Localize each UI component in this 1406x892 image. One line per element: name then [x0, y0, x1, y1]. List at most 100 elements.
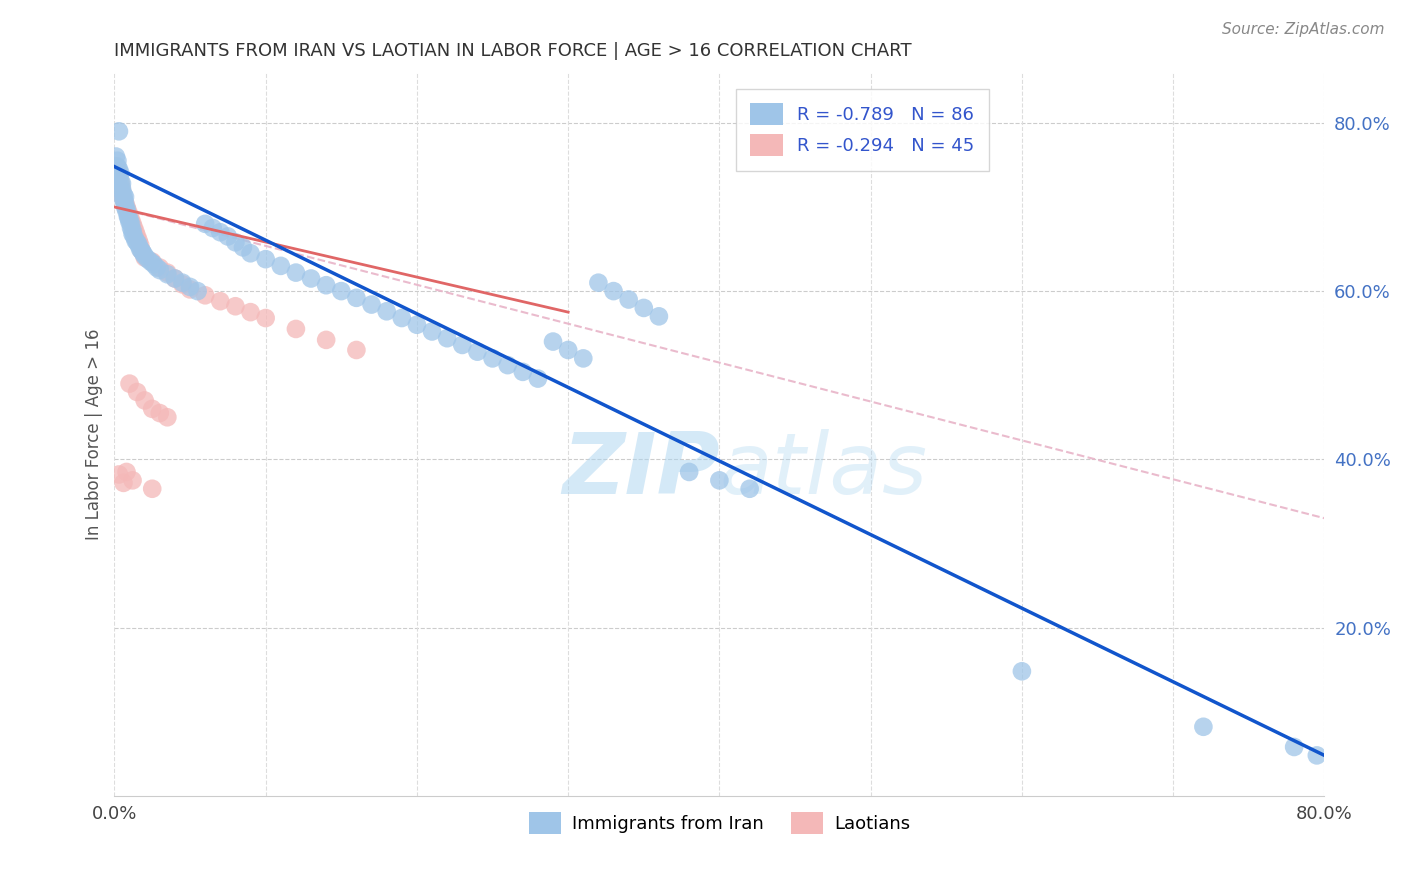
Point	[110, 177, 132, 191]
Point	[179, 282, 201, 296]
Point	[254, 311, 277, 326]
Point	[124, 234, 146, 248]
Point	[129, 242, 152, 256]
Point	[111, 181, 134, 195]
Point	[108, 169, 131, 184]
Point	[145, 260, 167, 275]
Point	[129, 237, 152, 252]
Point	[110, 175, 132, 189]
Point	[118, 212, 141, 227]
Point	[107, 153, 129, 168]
Point	[141, 482, 163, 496]
Point	[149, 406, 172, 420]
Point	[149, 260, 172, 275]
Point	[112, 194, 135, 208]
Point	[209, 294, 232, 309]
Point	[172, 276, 194, 290]
Point	[121, 227, 143, 241]
Point	[117, 204, 139, 219]
Point	[572, 351, 595, 366]
Point	[107, 164, 129, 178]
Point	[512, 365, 534, 379]
Point	[527, 371, 550, 385]
Text: Source: ZipAtlas.com: Source: ZipAtlas.com	[1222, 22, 1385, 37]
Point	[391, 311, 413, 326]
Point	[344, 343, 367, 357]
Point	[209, 225, 232, 239]
Point	[128, 234, 150, 248]
Point	[360, 297, 382, 311]
Point	[104, 160, 127, 174]
Point	[224, 235, 246, 250]
Point	[111, 183, 134, 197]
Point	[111, 177, 134, 191]
Legend: R = -0.789   N = 86, R = -0.294   N = 45: R = -0.789 N = 86, R = -0.294 N = 45	[735, 88, 988, 170]
Point	[117, 210, 139, 224]
Point	[617, 293, 640, 307]
Point	[224, 299, 246, 313]
Point	[194, 288, 217, 302]
Point	[107, 160, 129, 174]
Text: IMMIGRANTS FROM IRAN VS LAOTIAN IN LABOR FORCE | AGE > 16 CORRELATION CHART: IMMIGRANTS FROM IRAN VS LAOTIAN IN LABOR…	[114, 42, 912, 60]
Point	[115, 204, 138, 219]
Point	[149, 263, 172, 277]
Point	[127, 235, 149, 250]
Point	[201, 221, 224, 235]
Point	[239, 246, 262, 260]
Point	[108, 170, 131, 185]
Point	[254, 252, 277, 267]
Point	[142, 257, 165, 271]
Point	[134, 251, 156, 265]
Point	[648, 310, 671, 324]
Point	[406, 318, 429, 332]
Point	[131, 244, 153, 258]
Point	[114, 200, 136, 214]
Point	[315, 333, 337, 347]
Point	[179, 280, 201, 294]
Point	[139, 254, 162, 268]
Point	[112, 475, 135, 490]
Point	[1192, 720, 1215, 734]
Point	[436, 331, 458, 345]
Point	[344, 291, 367, 305]
Point	[232, 240, 254, 254]
Point	[120, 212, 142, 227]
Point	[122, 229, 145, 244]
Point	[110, 166, 132, 180]
Point	[481, 351, 503, 366]
Point	[602, 284, 624, 298]
Point	[104, 149, 127, 163]
Point	[118, 208, 141, 222]
Point	[299, 271, 322, 285]
Point	[128, 237, 150, 252]
Point	[112, 187, 135, 202]
Point	[127, 385, 149, 400]
Point	[120, 221, 142, 235]
Point	[132, 246, 155, 260]
Point	[239, 305, 262, 319]
Point	[141, 254, 163, 268]
Point	[108, 467, 131, 482]
Point	[115, 202, 138, 216]
Text: ZIP: ZIP	[562, 429, 720, 512]
Point	[141, 401, 163, 416]
Point	[121, 474, 143, 488]
Point	[114, 195, 136, 210]
Point	[633, 301, 655, 315]
Point	[120, 217, 142, 231]
Point	[678, 465, 700, 479]
Point	[156, 267, 179, 281]
Point	[131, 244, 153, 258]
Point	[115, 465, 138, 479]
Point	[738, 482, 761, 496]
Point	[156, 410, 179, 425]
Point	[187, 284, 209, 298]
Point	[467, 344, 489, 359]
Point	[118, 376, 141, 391]
Point	[1011, 665, 1033, 679]
Point	[117, 208, 139, 222]
Point	[134, 249, 156, 263]
Point	[115, 200, 138, 214]
Point	[284, 322, 307, 336]
Point	[217, 229, 239, 244]
